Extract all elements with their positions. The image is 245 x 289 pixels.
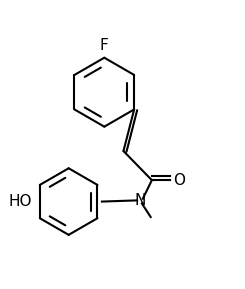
Text: HO: HO	[8, 194, 32, 209]
Text: N: N	[134, 193, 146, 208]
Text: F: F	[100, 38, 109, 53]
Text: O: O	[173, 173, 185, 188]
